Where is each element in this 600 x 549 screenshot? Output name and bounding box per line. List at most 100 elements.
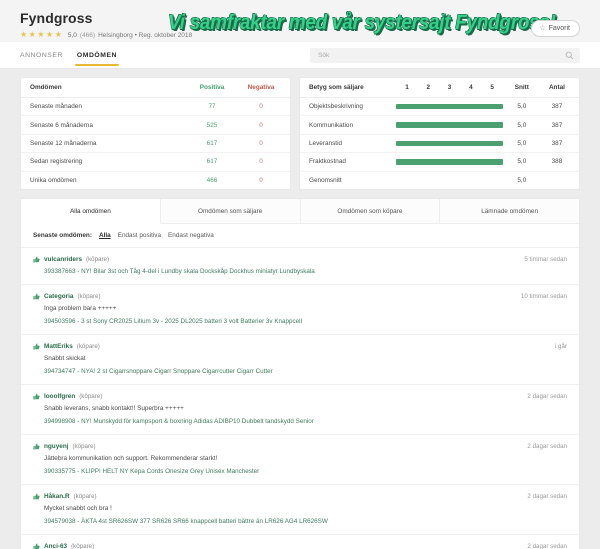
row-antal: 387: [540, 115, 579, 135]
thumbs-up-icon: [33, 293, 40, 300]
row-negativa: 0: [238, 115, 290, 135]
sub-filter-endast-negativa[interactable]: Endast negativa: [168, 231, 214, 239]
row-negativa: 0: [238, 152, 290, 172]
search-icon: [565, 51, 574, 60]
shop-meta: ★ ★ ★ ★ ★ 5,0 (466) Helsingborg • Reg. oktob…: [20, 29, 580, 41]
table-row: Unika omdömen 466 0: [21, 171, 290, 189]
rating-bar-track: [396, 140, 503, 147]
rating-bar-track: [396, 103, 503, 110]
col-positiva: Positiva: [186, 78, 238, 98]
favorit-button[interactable]: ☆ Favorit: [531, 20, 580, 37]
review-item-link[interactable]: 394503596 - 3 st Sony CR2025 Litium 3v -…: [44, 317, 302, 325]
star-icon: ☆: [539, 25, 546, 32]
col-scale-5: 5: [481, 78, 503, 98]
seller-rating-body: Objektsbeskrivning 5,0 387 Kommunikation 5,0…: [300, 97, 579, 189]
review-role: (köpare): [73, 492, 97, 500]
review-header: MattEriks (köpare): [33, 343, 567, 350]
thumbs-up-icon: [33, 393, 40, 400]
review-role: (köpare): [71, 542, 95, 549]
row-negativa: 0: [259, 176, 263, 184]
col-antal: Antal: [540, 78, 579, 98]
row-label: Leveranstid: [300, 134, 397, 154]
review-comment: Mycket snabbt och bra !: [44, 504, 112, 512]
row-label: Senaste månaden: [21, 97, 186, 117]
review-role: (köpare): [72, 442, 96, 450]
rating-bar-empty: [396, 171, 502, 189]
star-icon: ★: [46, 30, 54, 39]
filter-tab-3[interactable]: Lämnade omdömen: [440, 198, 579, 224]
favorit-label: Favorit: [548, 25, 570, 32]
row-label: Kommunikation: [300, 115, 397, 135]
filter-tab-0[interactable]: Alla omdömen: [21, 198, 161, 224]
review-item-link[interactable]: 393387663 - NY! Bilar 3st och Tåg 4-del …: [44, 267, 315, 275]
table-row: Senaste 6 månaderna 525 0: [21, 115, 290, 135]
review-username[interactable]: Anci-63: [44, 542, 68, 549]
review-username[interactable]: MattEriks: [44, 342, 73, 350]
review-item-link[interactable]: 390335775 - KLIPP! HELT NY Kepa Cords On…: [44, 467, 260, 475]
star-icon: ★: [20, 30, 28, 39]
row-antal: 387: [540, 134, 579, 154]
search-box[interactable]: [310, 48, 580, 63]
table-row: Objektsbeskrivning 5,0 387: [300, 97, 579, 117]
row-label: Senaste 6 månaderna: [21, 115, 186, 135]
thumbs-up-icon: [33, 256, 40, 263]
tab-annonser[interactable]: ANNONSER: [20, 51, 63, 59]
review-timestamp: i går: [554, 342, 567, 350]
review-username[interactable]: Categoria: [44, 292, 74, 300]
table-row: Sedan registrering 617 0: [21, 152, 290, 172]
review-username[interactable]: looolfgren: [44, 392, 76, 400]
row-antal: 388: [540, 152, 579, 172]
filter-tab-2[interactable]: Omdömen som köpare: [300, 198, 441, 224]
row-label: Objektsbeskrivning: [300, 97, 397, 117]
seller-rating-table: Betyg som säljare 1 2 3 4 5 Snitt Antal …: [300, 78, 579, 189]
filter-tab-1[interactable]: Omdömen som säljare: [160, 198, 301, 224]
review-item: MattEriks (köpare) i går Snabbt skickat 3947…: [21, 335, 579, 385]
row-positiva: 466: [206, 176, 218, 184]
search-input[interactable]: [316, 51, 565, 60]
review-timestamp: 2 dagar sedan: [527, 442, 567, 450]
sub-filter-endast-positiva[interactable]: Endast positiva: [117, 231, 162, 239]
review-header: vulcanriders (köpare): [33, 256, 567, 263]
review-username[interactable]: Håkan.R: [44, 492, 70, 500]
table-row: Leveranstid 5,0 387: [300, 134, 579, 154]
thumbs-up-icon: [33, 493, 40, 500]
sub-filter-alla[interactable]: Alla: [98, 231, 111, 239]
filter-tabs: Alla omdömen Omdömen som säljare Omdömen s…: [21, 198, 579, 224]
table-row: Genomsnitt 5,0: [300, 171, 579, 189]
row-snitt: 5,0: [502, 134, 541, 154]
row-label: Genomsnitt: [309, 176, 342, 184]
col-snitt: Snitt: [502, 78, 541, 98]
review-header: Categoria (köpare): [33, 293, 567, 300]
rating-stars: ★ ★ ★ ★ ★: [20, 31, 62, 39]
review-header: Håkan.R (köpare): [33, 493, 567, 500]
star-icon: ★: [28, 30, 36, 39]
review-item-link[interactable]: 394998908 - NY! Munskydd för kampsport &…: [44, 417, 314, 425]
row-snitt: 5,0: [502, 152, 541, 172]
col-negativa: Negativa: [238, 78, 290, 98]
table-header-row: Omdömen Positiva Negativa: [21, 78, 290, 98]
seller-rating-card: Betyg som säljare 1 2 3 4 5 Snitt Antal …: [299, 77, 580, 190]
reviews-panel: Alla omdömen Omdömen som säljare Omdömen s…: [20, 197, 580, 549]
review-timestamp: 2 dagar sedan: [527, 392, 567, 400]
review-username[interactable]: nguyenj: [44, 442, 69, 450]
rating-bar: [396, 115, 503, 135]
review-item-link[interactable]: 394734747 - NYA! 2 st Cigarrsnoppare Cig…: [44, 367, 273, 375]
review-comment: Inga problem bara +++++: [44, 304, 117, 312]
review-timestamp: 10 timmar sedan: [520, 292, 567, 300]
col-scale-2: 2: [417, 78, 439, 98]
review-timestamp: 5 timmar sedan: [524, 255, 567, 263]
table-row: Senaste 12 månaderna 617 0: [21, 134, 290, 154]
shop-location-reg: Helsingborg • Reg. oktober 2018: [98, 31, 193, 39]
thumbs-up-icon: [33, 343, 40, 350]
row-label: Unika omdömen: [30, 176, 77, 184]
rating-bar: [396, 134, 503, 154]
row-negativa: 0: [238, 134, 290, 154]
reviews-summary-table: Omdömen Positiva Negativa Senaste månade…: [21, 78, 290, 189]
rating-count: (466): [79, 31, 96, 39]
review-username[interactable]: vulcanriders: [44, 255, 83, 263]
review-timestamp: 2 dagar sedan: [527, 542, 567, 549]
review-item-link[interactable]: 394579038 - ÄKTA 4st SR626SW 377 SR626 S…: [44, 517, 328, 525]
tab-omdomen[interactable]: OMDÖMEN: [74, 42, 120, 69]
rating-bar-fill: [396, 140, 503, 147]
